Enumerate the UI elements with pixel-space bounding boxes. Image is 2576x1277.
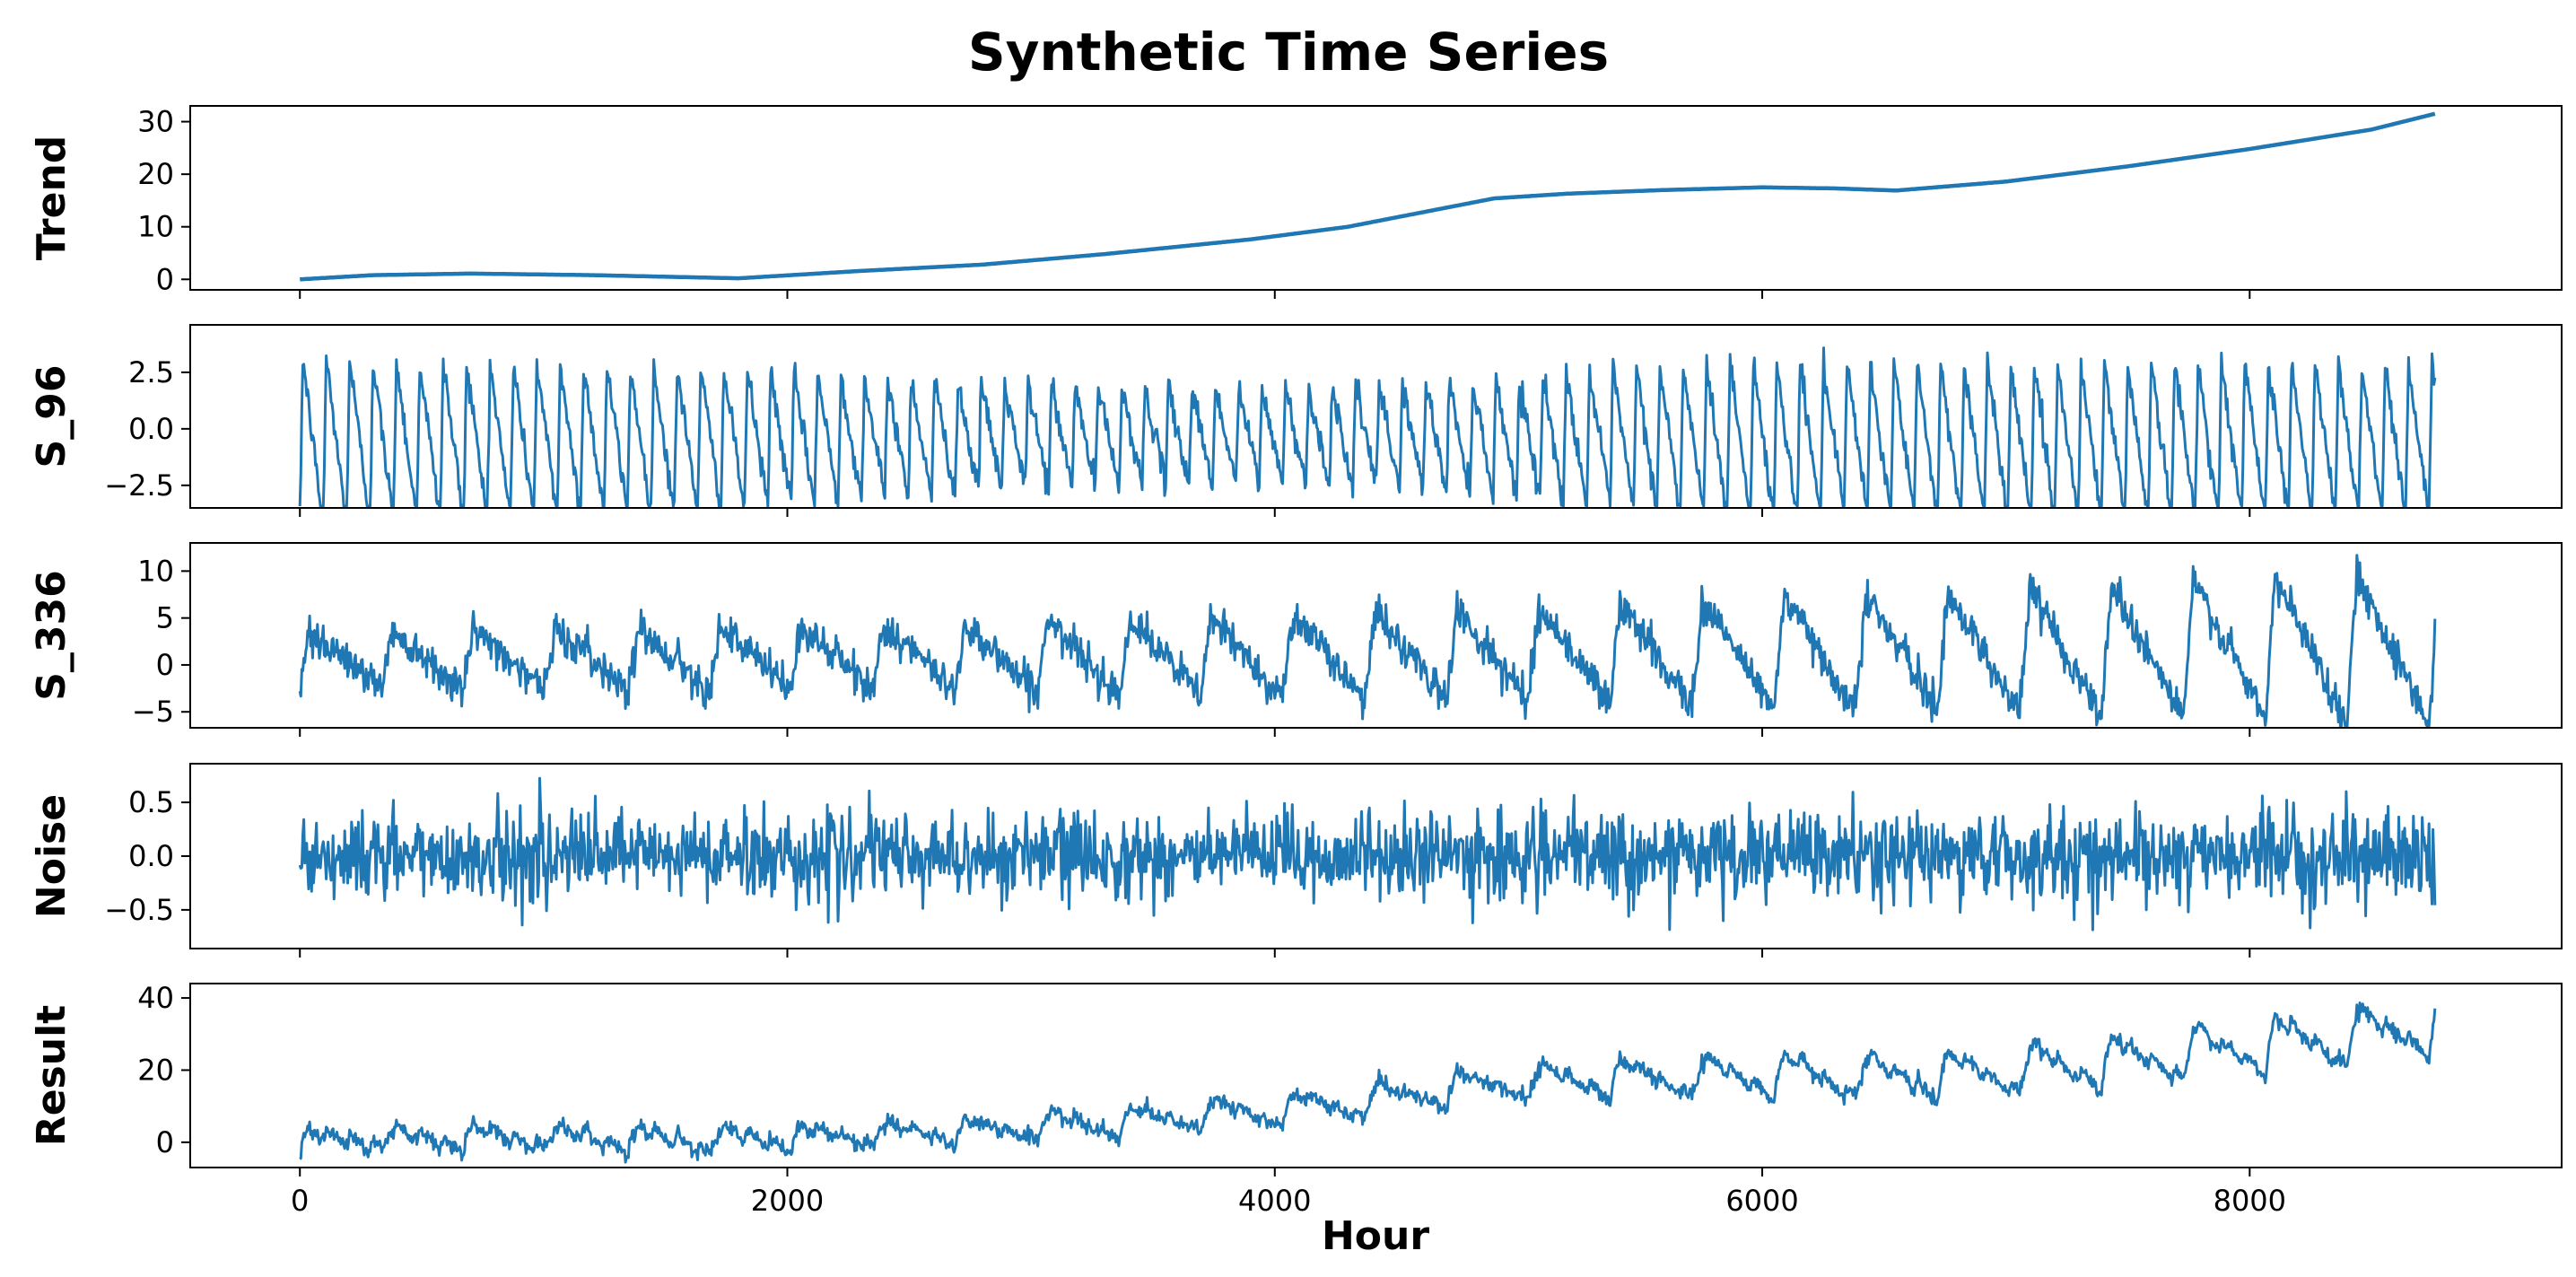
y-tick-label: 10 bbox=[137, 554, 174, 588]
y-axis-label: Trend bbox=[29, 136, 74, 261]
y-tick-label: 40 bbox=[137, 981, 174, 1015]
y-axis-label: Noise bbox=[29, 794, 74, 918]
y-tick-label: 30 bbox=[137, 105, 174, 139]
series-line-trend bbox=[299, 111, 2436, 282]
series-line-result bbox=[299, 1001, 2437, 1164]
panels-container: 0 10 20 30 Trend −2.5 0.0 2.5 S_96 −5 0 5 10 S_336 −0.… bbox=[29, 105, 2563, 1218]
axes-frame bbox=[189, 324, 2563, 509]
panel-trend: 0 10 20 30 Trend bbox=[29, 105, 2563, 299]
y-tick-label: −2.5 bbox=[104, 468, 174, 503]
x-tick-label: 0 bbox=[291, 1184, 309, 1218]
y-tick-label: −0.5 bbox=[104, 893, 174, 927]
y-tick-label: 20 bbox=[137, 1053, 174, 1087]
series-line-s-96 bbox=[298, 346, 2437, 508]
x-tick-label: 6000 bbox=[1725, 1184, 1798, 1218]
y-tick-label: 0.5 bbox=[128, 785, 174, 819]
axes-frame bbox=[189, 105, 2563, 291]
x-tick-label: 2000 bbox=[751, 1184, 824, 1218]
y-tick-label: −5 bbox=[132, 695, 174, 729]
y-tick-label: 0.0 bbox=[128, 412, 174, 446]
y-axis-label: S_336 bbox=[29, 570, 74, 701]
chart-title: Synthetic Time Series bbox=[968, 22, 1609, 83]
y-tick-label: 0 bbox=[156, 648, 174, 682]
y-axis-label: Result bbox=[29, 1005, 74, 1146]
x-tick-label: 8000 bbox=[2214, 1184, 2286, 1218]
series-line-s-336 bbox=[298, 554, 2437, 728]
series-line-noise bbox=[298, 776, 2437, 932]
y-axis-label: S_96 bbox=[29, 365, 74, 468]
panel-result: 0 20 40 0 2000 4000 6000 8000 Result bbox=[29, 981, 2563, 1218]
y-tick-label: 0 bbox=[156, 262, 174, 296]
y-tick-label: 0 bbox=[156, 1125, 174, 1159]
y-tick-label: 20 bbox=[137, 157, 174, 191]
y-tick-label: 10 bbox=[137, 210, 174, 244]
y-tick-label: 5 bbox=[156, 601, 174, 635]
x-tick-label: 4000 bbox=[1238, 1184, 1311, 1218]
panel-s-96: −2.5 0.0 2.5 S_96 bbox=[29, 324, 2563, 517]
y-tick-label: 0.0 bbox=[128, 839, 174, 873]
x-axis-label: Hour bbox=[1322, 1213, 1429, 1259]
panel-noise: −0.5 0.0 0.5 Noise bbox=[29, 763, 2563, 958]
axes-frame bbox=[189, 542, 2563, 729]
axes-frame bbox=[189, 983, 2563, 1168]
y-tick-label: 2.5 bbox=[128, 355, 174, 389]
panel-s-336: −5 0 5 10 S_336 bbox=[29, 542, 2563, 737]
